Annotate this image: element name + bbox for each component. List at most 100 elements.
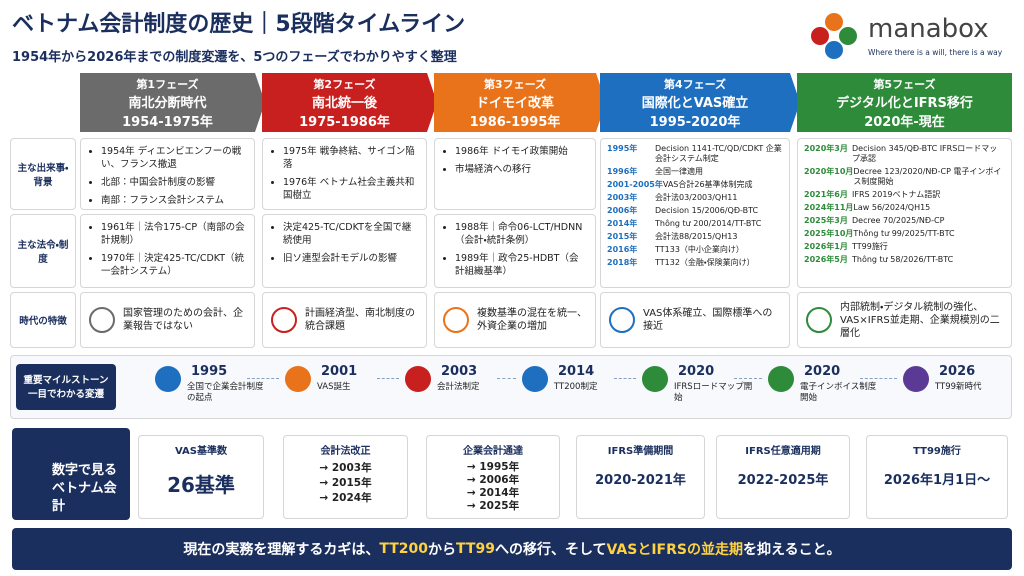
card-value: 2020-2021年: [595, 473, 686, 488]
law-item: 決定425-TC/CDKTを全国で継続使用: [283, 221, 418, 247]
footer-text: 現在の実務を理解するカギは、: [183, 542, 380, 558]
timeline-date: 1995年: [607, 144, 638, 153]
milestone-text: VAS誕生: [317, 382, 351, 392]
phase-years: 1954-1975年: [122, 115, 213, 130]
milestone-icon: [642, 366, 668, 392]
feature-text: 国家管理のための会計、企業報告ではない: [123, 308, 243, 332]
phase-header: 第4フェーズ国際化とVAS確立 1995-2020年: [600, 73, 800, 132]
timeline-date: 2003年: [607, 193, 638, 202]
number-card: IFRS任意適用期 2022-2025年: [716, 435, 850, 519]
phase-name: 国際化とVAS確立: [641, 96, 749, 111]
feature-icon: [609, 307, 635, 333]
feature-text: VAS体系確立、国際標準への接近: [643, 308, 773, 332]
milestone-icon: [522, 366, 548, 392]
timeline-item: 2014年 Thông tư 200/2014/TT-BTC: [607, 219, 783, 229]
timeline-item: 2020年10月 Decree 123/2020/NĐ-CP 電子インボイス制度開…: [804, 167, 1005, 187]
timeline-text: Decision 15/2006/QĐ-BTC: [655, 206, 759, 215]
timeline-text: 会計法88/2015/QH13: [655, 232, 738, 241]
milestone-connector: [497, 378, 516, 379]
number-card: IFRS準備期間 2020-2021年: [576, 435, 705, 519]
events-cell: 1986年 ドイモイ政策開始市場経済への移行: [434, 138, 596, 210]
timeline-item: 2015年 会計法88/2015/QH13: [607, 232, 783, 242]
timeline-text: 全国一律適用: [655, 167, 703, 176]
brand: manabox: [868, 14, 989, 44]
milestone-text: TT200制定: [554, 382, 598, 392]
timeline-date: 2021年6月: [804, 190, 848, 199]
laws-list: 決定425-TC/CDKTを全国で継続使用旧ソ連型会計モデルの影響: [271, 221, 418, 265]
milestone-year: 2020: [804, 364, 841, 379]
feature-cell: 複数基準の混在を統一、外資企業の増加: [434, 292, 596, 348]
phase-name: デジタル化とIFRS移行: [836, 96, 973, 111]
timeline-item: 2024年11月 Law 56/2024/QH15: [804, 203, 1005, 213]
timeline-cell: 1995年 Decision 1141-TC/QD/CDKT 企業会計システム制定…: [600, 138, 790, 288]
card-value: 2022-2025年: [737, 473, 829, 488]
timeline-item: 2001-2005年 VAS合計26基準体制完成: [607, 180, 783, 190]
phase-years: 1986-1995年: [469, 115, 561, 130]
timeline-item: 1995年 Decision 1141-TC/QD/CDKT 企業会計システム制定: [607, 144, 783, 164]
footer-banner: 現在の実務を理解するカギは、 TT200 から TT99 への移行、そして VASと…: [12, 528, 1012, 570]
card-list-item: 2006年: [433, 474, 553, 487]
milestone-label: 重要マイルストーン一目でわかる変遷: [16, 364, 116, 410]
numbers-label: 数字で見るベトナム会計: [12, 428, 130, 520]
timeline-date: 2026年5月: [804, 255, 848, 264]
timeline-date: 2001-2005年: [607, 180, 663, 189]
milestone-icon: [768, 366, 794, 392]
timeline-text: Decision 345/QĐ-BTC IFRSロードマップ承認: [852, 144, 998, 163]
laws-cell: 1961年｜法令175-CP（南部の会計規制） 1970年｜決定425-TC/CD…: [80, 214, 255, 288]
phase-label: 第4フェーズ: [663, 78, 727, 91]
timeline-item: 2025年10月 Thông tư 99/2025/TT-BTC: [804, 229, 1005, 239]
timeline-date: 2015年: [607, 232, 638, 241]
milestone-text: 会計法制定: [437, 382, 480, 392]
title: ベトナム会計制度の歴史｜5段階タイムライン: [12, 12, 466, 37]
number-card: VAS基準数 26基準: [138, 435, 264, 519]
milestone-connector: [734, 378, 762, 379]
card-title: IFRS任意適用期: [745, 446, 821, 457]
timeline-date: 2018年: [607, 258, 638, 267]
events-list: 1986年 ドイモイ政策開始市場経済への移行: [443, 145, 587, 176]
event-item: 1954年 ディエンビエンフーの戦い、フランス撤退: [101, 145, 246, 171]
card-title: TT99施行: [913, 446, 961, 457]
row-label: 時代の特徴: [10, 292, 76, 348]
card-list-item: 2003年: [290, 461, 401, 476]
timeline-item: 1996年 全国一律適用: [607, 167, 783, 177]
feature-cell: 計画経済型、南北制度の統合課題: [262, 292, 427, 348]
footer-text: を抑えること。: [743, 542, 841, 558]
feature-text: 複数基準の混在を統一、外資企業の増加: [477, 308, 587, 332]
feature-text: 内部統制・デジタル統制の強化、VAS×IFRS並走期、企業規模別の二層化: [840, 301, 1000, 339]
timeline-text: Law 56/2024/QH15: [853, 203, 931, 212]
feature-icon: [443, 307, 469, 333]
events-list: 1975年 戦争終結、サイゴン陥落 1976年 ベトナム社会主義共和国樹立: [271, 145, 418, 202]
law-item: 1988年｜命令06-LCT/HDNN（会計・統計条例）: [455, 221, 587, 247]
milestone-connector: [614, 378, 636, 379]
timeline-date: 2006年: [607, 206, 638, 215]
milestone-text: 全国で企業会計制度の起点: [187, 382, 264, 403]
feature-icon: [271, 307, 297, 333]
card-title: 企業会計通達: [463, 446, 523, 457]
laws-cell: 1988年｜命令06-LCT/HDNN（会計・統計条例） 1989年｜政令25-H…: [434, 214, 596, 288]
timeline-date: 2016年: [607, 245, 638, 254]
timeline-item: 2025年3月 Decree 70/2025/NĐ-CP: [804, 216, 1005, 226]
phase-years: 1975-1986年: [299, 115, 390, 130]
phase-header: 第2フェーズ 南北統一後 1975-1986年: [262, 73, 437, 132]
phase-label: 第5フェーズ: [873, 78, 936, 91]
row-label: 主な法令・制度: [10, 214, 76, 288]
milestone-connector: [860, 378, 897, 379]
card-value: 2026年1月1日〜: [883, 473, 991, 488]
laws-list: 1988年｜命令06-LCT/HDNN（会計・統計条例） 1989年｜政令25-H…: [443, 221, 587, 278]
milestone-year: 2020: [678, 364, 715, 379]
row-label: 主な出来事・背景: [10, 138, 76, 210]
milestone-icon: [405, 366, 431, 392]
feature-cell: 内部統制・デジタル統制の強化、VAS×IFRS並走期、企業規模別の二層化: [797, 292, 1012, 348]
phase-header: 第1フェーズ 南北分断時代 1954-1975年: [80, 73, 265, 132]
feature-cell: 国家管理のための会計、企業報告ではない: [80, 292, 255, 348]
phase-years: 1995-2020年: [649, 115, 741, 130]
laws-cell: 決定425-TC/CDKTを全国で継続使用旧ソ連型会計モデルの影響: [262, 214, 427, 288]
tagline: Where there is a will, there is a way: [868, 48, 1003, 57]
phase-name: ドイモイ改革: [475, 96, 554, 111]
timeline-date: 1996年: [607, 167, 638, 176]
timeline-date: 2020年3月: [804, 144, 848, 153]
timeline-text: Thông tư 99/2025/TT-BTC: [853, 229, 955, 238]
timeline-date: 2020年10月: [804, 167, 854, 176]
events-cell: 1954年 ディエンビエンフーの戦い、フランス撤退北部：中国会計制度の影響南部：…: [80, 138, 255, 210]
